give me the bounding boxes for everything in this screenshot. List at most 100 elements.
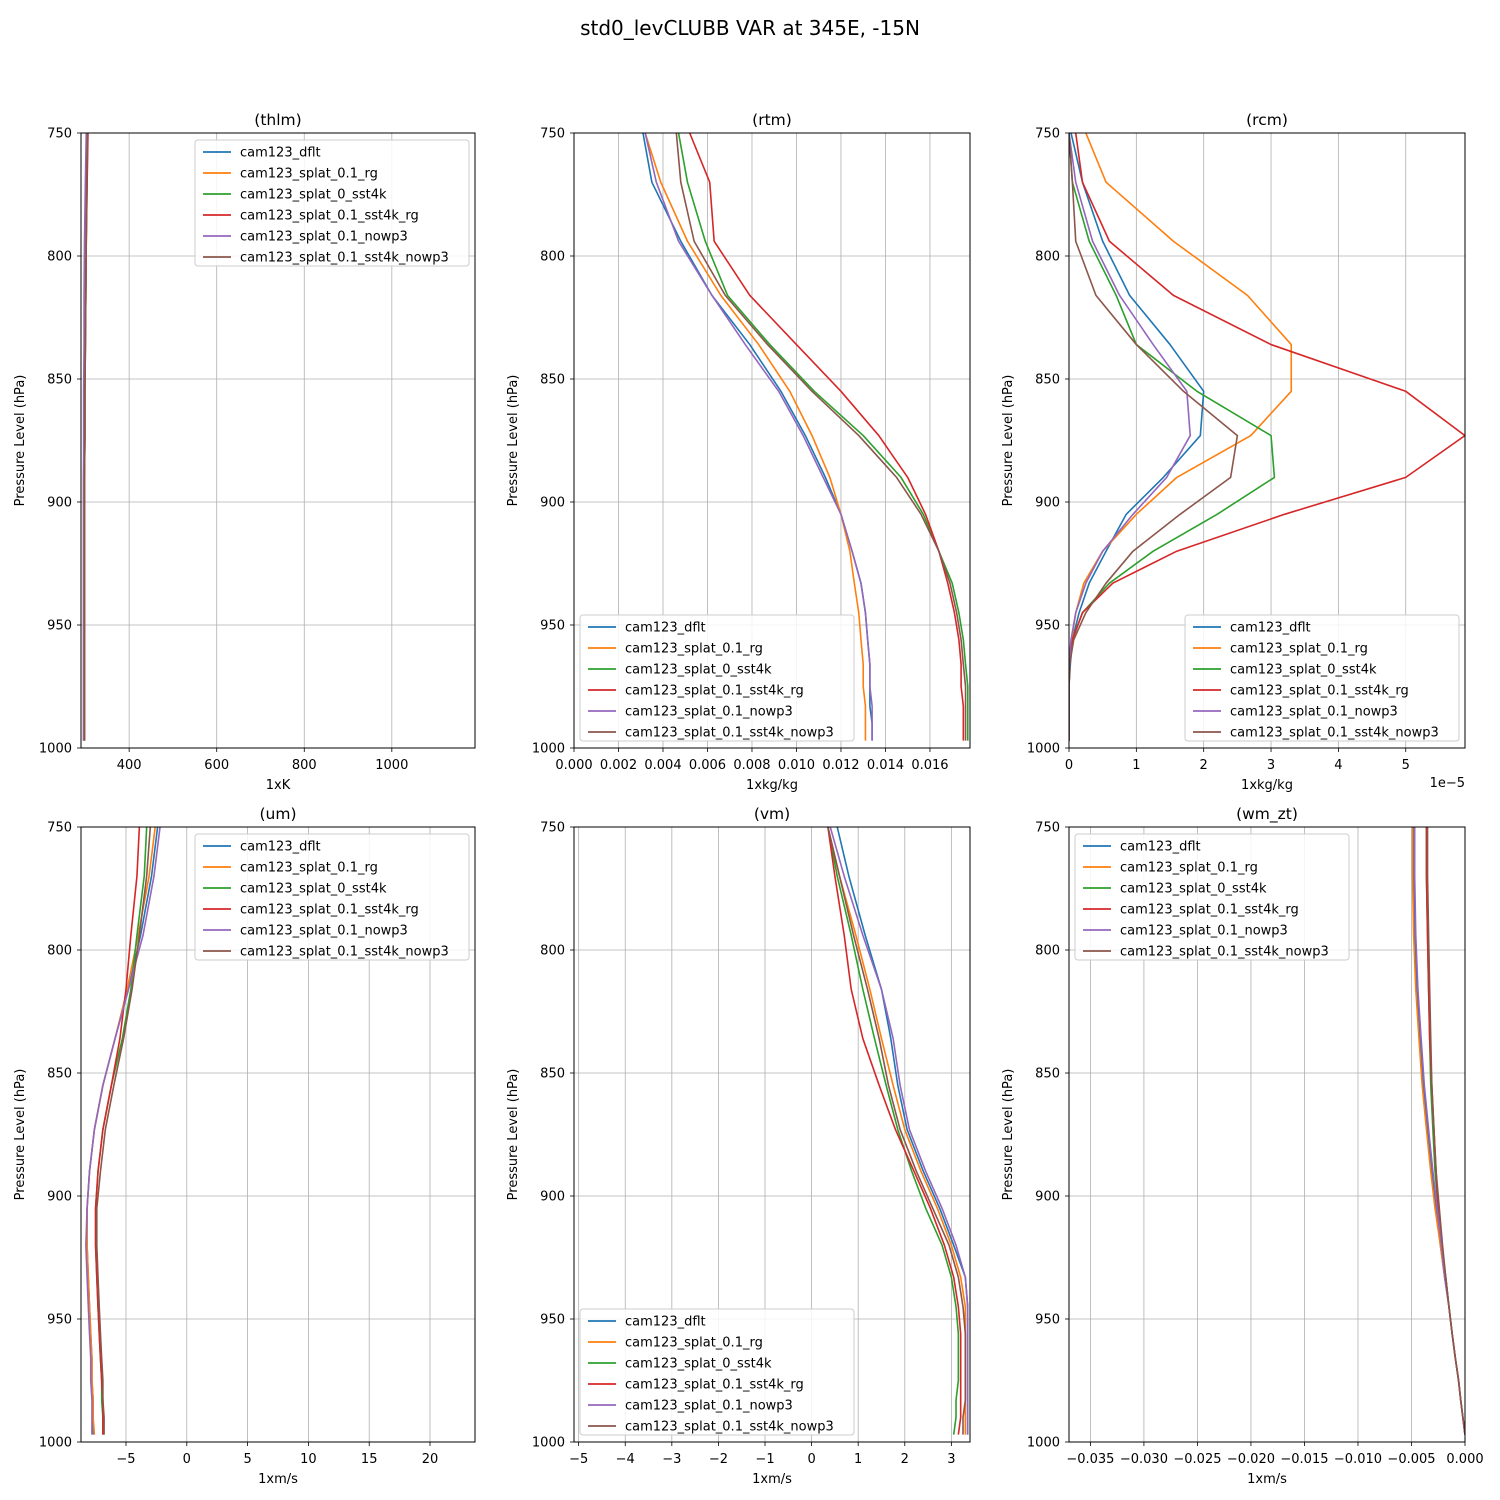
y-tick-label: 1000 (1027, 1436, 1060, 1451)
subplot-title: (vm) (754, 805, 790, 823)
legend-entry: cam123_splat_0_sst4k (240, 882, 387, 897)
series-line-1 (1411, 827, 1465, 1435)
legend-entry: cam123_splat_0_sst4k (1230, 663, 1377, 678)
x-tick-label: 2 (1200, 758, 1208, 773)
legend-entry: cam123_splat_0.1_rg (240, 861, 378, 876)
x-tick-label: 0.016 (911, 758, 948, 773)
x-axis-label: 1xK (266, 778, 291, 793)
legend-entry: cam123_splat_0_sst4k (240, 188, 387, 203)
y-axis-label: Pressure Level (hPa) (1001, 375, 1016, 507)
y-tick-label: 1000 (39, 742, 72, 757)
y-tick-label: 850 (1035, 373, 1060, 388)
legend-entry: cam123_splat_0.1_nowp3 (625, 705, 793, 720)
legend-entry: cam123_splat_0.1_sst4k_nowp3 (1230, 726, 1439, 741)
series-line-3 (827, 827, 962, 1435)
x-tick-label: −0.005 (1387, 1452, 1435, 1467)
x-tick-label: 0.014 (867, 758, 904, 773)
y-tick-label: 750 (1035, 821, 1060, 836)
legend-entry: cam123_splat_0.1_nowp3 (1120, 924, 1288, 939)
y-tick-label: 900 (47, 1190, 72, 1205)
legend-entry: cam123_splat_0.1_sst4k_nowp3 (625, 726, 834, 741)
x-tick-label: −0.025 (1173, 1452, 1221, 1467)
y-tick-label: 950 (47, 1313, 72, 1328)
legend-entry: cam123_splat_0.1_sst4k_nowp3 (240, 251, 449, 266)
legend: cam123_dflt cam123_splat_0.1_rg cam123_spl… (1184, 614, 1460, 742)
axes-frame (80, 132, 476, 749)
legend-entry: cam123_splat_0.1_nowp3 (1230, 705, 1398, 720)
legend-entry: cam123_splat_0.1_rg (1230, 642, 1368, 657)
x-tick-label: −5 (116, 1452, 135, 1467)
legend-entry: cam123_splat_0_sst4k (1120, 882, 1267, 897)
series-line-0 (1069, 133, 1205, 741)
legend-entry: cam123_splat_0.1_rg (1120, 861, 1258, 876)
series-group (85, 827, 161, 1435)
legend-box (194, 833, 470, 961)
series-group (827, 827, 969, 1435)
x-tick-label: 4 (1334, 758, 1342, 773)
figure-title: std0_levCLUBB VAR at 345E, -15N (580, 16, 920, 40)
x-tick-label: −2 (709, 1452, 728, 1467)
subplot-4: −5 −4 −3 −2 −1 0 1 2 3 750 800 850 900 950 1000 (vm) 1xm… (506, 805, 971, 1487)
legend-entry: cam123_dflt (1230, 621, 1311, 636)
legend-entry: cam123_splat_0.1_nowp3 (625, 1399, 793, 1414)
x-tick-label: 0.000 (1446, 1452, 1483, 1467)
subplot-title: (rcm) (1246, 111, 1288, 129)
x-tick-label: −0.020 (1227, 1452, 1275, 1467)
series-group (642, 133, 969, 741)
series-line-4 (82, 133, 88, 741)
legend: cam123_dflt cam123_splat_0.1_rg cam123_spl… (579, 614, 855, 742)
x-tick-label: 0.004 (644, 758, 681, 773)
x-axis-label: 1xkg/kg (746, 778, 798, 793)
x-tick-label: 1 (854, 1452, 862, 1467)
y-tick-label: 950 (540, 619, 565, 634)
series-line-4 (644, 133, 873, 741)
y-tick-label: 800 (540, 944, 565, 959)
y-tick-label: 900 (1035, 496, 1060, 511)
y-tick-label: 850 (540, 1067, 565, 1082)
subplot-1: 0.000 0.002 0.004 0.006 0.008 0.010 0.012 0.014… (506, 111, 971, 793)
x-tick-label: −0.030 (1120, 1452, 1168, 1467)
y-tick-label: 750 (47, 821, 72, 836)
y-tick-label: 850 (1035, 1067, 1060, 1082)
series-group (1069, 133, 1465, 741)
series-line-5 (83, 133, 89, 741)
y-tick-label: 750 (540, 127, 565, 142)
legend-entry: cam123_splat_0_sst4k (625, 1357, 772, 1372)
y-tick-label: 800 (1035, 944, 1060, 959)
subplot-0: 400 600 800 1000 750 800 850 900 950 1000 (thlm) 1x… (13, 111, 476, 793)
legend-entry: cam123_splat_0.1_rg (240, 167, 378, 182)
x-tick-label: 1000 (375, 758, 408, 773)
legend-entry: cam123_splat_0.1_nowp3 (240, 230, 408, 245)
series-line-4 (1413, 827, 1465, 1435)
x-tick-label: 15 (361, 1452, 378, 1467)
x-tick-label: −5 (569, 1452, 588, 1467)
x-tick-label: −1 (755, 1452, 774, 1467)
subplot-2: 0 1 2 3 4 5 750 800 850 900 950 1000 (rcm) 1xkg/kg Pre… (1001, 111, 1466, 793)
x-tick-label: 1 (1132, 758, 1140, 773)
legend-box (1184, 614, 1460, 742)
y-tick-label: 900 (540, 1190, 565, 1205)
legend: cam123_dflt cam123_splat_0.1_rg cam123_spl… (579, 1308, 855, 1436)
y-axis-label: Pressure Level (hPa) (1001, 1069, 1016, 1201)
series-group (1411, 827, 1465, 1435)
x-tick-label: 20 (422, 1452, 439, 1467)
series-line-1 (644, 133, 867, 741)
axes-frame (80, 826, 476, 1443)
x-tick-label: 400 (117, 758, 142, 773)
legend-entry: cam123_dflt (240, 146, 321, 161)
x-tick-label: 10 (300, 1452, 317, 1467)
series-line-3 (1069, 133, 1465, 741)
x-axis-label: 1xm/s (1247, 1472, 1287, 1487)
legend-entry: cam123_splat_0.1_sst4k_nowp3 (1120, 945, 1329, 960)
legend-entry: cam123_splat_0.1_sst4k_rg (240, 209, 419, 224)
legend-entry: cam123_splat_0.1_sst4k_nowp3 (625, 1420, 834, 1435)
x-tick-label: 800 (292, 758, 317, 773)
axes-frame (573, 132, 971, 749)
legend-box (1074, 833, 1350, 961)
legend-entry: cam123_splat_0.1_sst4k_rg (1120, 903, 1299, 918)
x-tick-label: 0.002 (600, 758, 637, 773)
y-tick-label: 850 (47, 373, 72, 388)
subplot-3: −5 0 5 10 15 20 750 800 850 900 950 1000 (um) 1xm/s Pr… (13, 805, 476, 1487)
